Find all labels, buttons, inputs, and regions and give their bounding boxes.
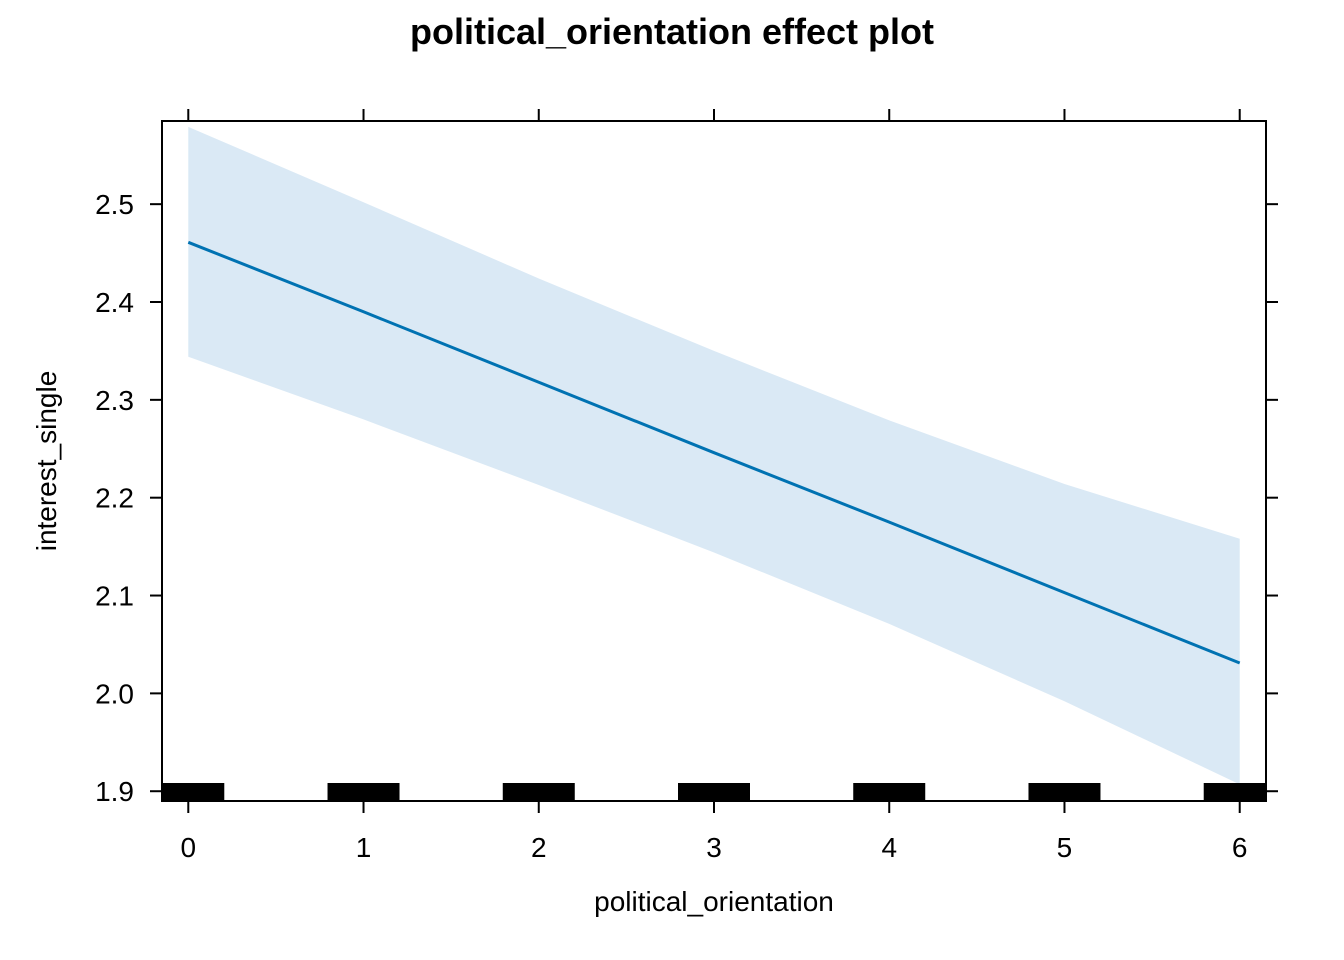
rug-mark — [502, 783, 575, 801]
y-axis-label: interest_single — [31, 371, 62, 552]
rug-mark — [327, 783, 400, 801]
y-tick-label: 2.0 — [95, 678, 134, 709]
effect-line-layer — [187, 240, 1241, 665]
x-tick-label: 2 — [531, 832, 547, 863]
y-tick-label: 2.1 — [95, 581, 134, 612]
y-tick-label: 2.5 — [95, 189, 134, 220]
rug-mark — [1028, 783, 1101, 801]
y-tick-label: 2.2 — [95, 483, 134, 514]
x-tick-label: 5 — [1057, 832, 1073, 863]
chart-title: political_orientation effect plot — [410, 11, 934, 52]
rug-mark — [678, 783, 750, 801]
x-tick-labels: 0 1 2 3 4 5 6 — [180, 832, 1247, 863]
x-tick-label: 3 — [706, 832, 722, 863]
x-tick-label: 4 — [881, 832, 897, 863]
x-axis-label: political_orientation — [594, 886, 834, 917]
effect-line — [187, 240, 1241, 665]
rug-layer — [162, 783, 1266, 801]
x-tick-label: 6 — [1232, 832, 1248, 863]
y-tick-label: 1.9 — [95, 776, 134, 807]
y-tick-label: 2.4 — [95, 287, 134, 318]
y-tick-label: 2.3 — [95, 385, 134, 416]
rug-mark — [853, 783, 926, 801]
rug-mark — [162, 783, 225, 801]
x-tick-label: 0 — [180, 832, 196, 863]
confidence-band-layer — [188, 126, 1240, 785]
y-tick-labels: 1.9 2.0 2.1 2.2 2.3 2.4 2.5 — [95, 189, 134, 807]
rug-mark — [1203, 783, 1266, 801]
x-tick-label: 1 — [356, 832, 372, 863]
confidence-band — [188, 126, 1240, 785]
ticks-layer — [150, 109, 1278, 813]
